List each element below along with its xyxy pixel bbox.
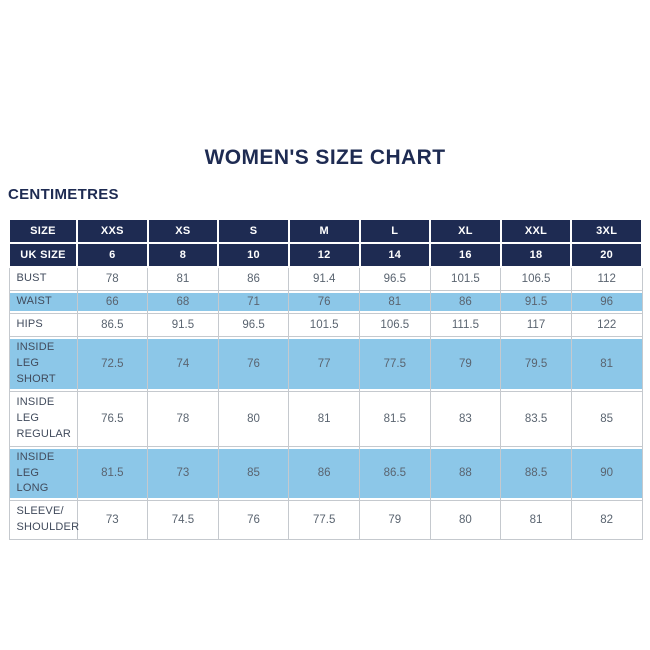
- table-row-inside-leg-short: INSIDE LEG SHORT 72.5 74 76 77 77.5 79 7…: [8, 335, 643, 392]
- header-cell: M: [287, 218, 361, 244]
- page-title: WOMEN'S SIZE CHART: [204, 146, 446, 169]
- row-label: SLEEVE/ SHOULDER: [8, 500, 79, 541]
- size-header-row: SIZE XXS XS S M L XL XXL 3XL: [8, 218, 643, 244]
- header-cell: S: [217, 218, 290, 244]
- units-subtitle: CENTIMETRES: [8, 186, 119, 203]
- uk-size-cell: 10: [217, 242, 290, 268]
- value-cell: 85: [217, 445, 290, 502]
- value-cell: 77.5: [359, 335, 431, 392]
- table-row-sleeve-shoulder: SLEEVE/ SHOULDER 73 74.5 76 77.5 79 80 8…: [8, 500, 643, 541]
- value-cell: 106.5: [359, 312, 431, 337]
- value-cell: 86.5: [359, 445, 431, 502]
- uk-size-cell: UK SIZE: [8, 242, 78, 268]
- value-cell: 76: [288, 289, 360, 314]
- value-cell: 96.5: [359, 266, 431, 291]
- value-cell: 74: [147, 335, 219, 392]
- value-cell: 86: [288, 445, 360, 502]
- value-cell: 79: [359, 500, 431, 541]
- value-cell: 111.5: [429, 312, 502, 337]
- value-cell: 77.5: [288, 500, 360, 541]
- value-cell: 78: [147, 390, 219, 447]
- value-cell: 88: [429, 445, 502, 502]
- womens-size-chart-table: SIZE XXS XS S M L XL XXL 3XL UK SIZE 6 8…: [8, 218, 643, 541]
- value-cell: 81: [147, 266, 219, 291]
- header-cell: L: [358, 218, 432, 244]
- row-label: INSIDE LEG LONG: [8, 445, 78, 502]
- value-cell: 101.5: [288, 312, 360, 337]
- value-cell: 72.5: [76, 335, 149, 392]
- row-label: WAIST: [8, 289, 78, 314]
- value-cell: 91.4: [288, 266, 360, 291]
- table-row-inside-leg-long: INSIDE LEG LONG 81.5 73 85 86 86.5 88 88…: [8, 445, 643, 502]
- value-cell: 117: [500, 312, 572, 337]
- uk-size-cell: 14: [358, 242, 432, 268]
- header-cell: XL: [429, 218, 502, 244]
- value-cell: 81: [288, 390, 360, 447]
- uk-size-cell: 6: [76, 242, 149, 268]
- header-cell: SIZE: [8, 218, 78, 244]
- uk-size-cell: 20: [570, 242, 643, 268]
- value-cell: 90: [570, 445, 643, 502]
- value-cell: 81: [359, 289, 431, 314]
- uk-size-header-row: UK SIZE 6 8 10 12 14 16 18 20: [8, 242, 643, 268]
- value-cell: 68: [147, 289, 219, 314]
- value-cell: 106.5: [500, 266, 572, 291]
- row-label: BUST: [8, 266, 78, 291]
- row-label: INSIDE LEG REGULAR: [8, 390, 78, 447]
- value-cell: 91.5: [500, 289, 572, 314]
- value-cell: 122: [570, 312, 643, 337]
- table-row-inside-leg-regular: INSIDE LEG REGULAR 76.5 78 80 81 81.5 83…: [8, 390, 643, 447]
- value-cell: 82: [570, 500, 643, 541]
- value-cell: 86: [217, 266, 290, 291]
- table-row-hips: HIPS 86.5 91.5 96.5 101.5 106.5 111.5 11…: [8, 312, 643, 337]
- row-label: INSIDE LEG SHORT: [8, 335, 78, 392]
- value-cell: 73: [76, 500, 149, 541]
- value-cell: 83: [429, 390, 502, 447]
- header-cell: XXS: [76, 218, 149, 244]
- uk-size-cell: 12: [287, 242, 361, 268]
- value-cell: 101.5: [429, 266, 502, 291]
- value-cell: 73: [147, 445, 219, 502]
- value-cell: 81.5: [76, 445, 149, 502]
- value-cell: 71: [217, 289, 290, 314]
- table-row-bust: BUST 78 81 86 91.4 96.5 101.5 106.5 112: [8, 266, 643, 291]
- value-cell: 81.5: [359, 390, 431, 447]
- header-cell: 3XL: [570, 218, 643, 244]
- value-cell: 83.5: [500, 390, 572, 447]
- value-cell: 81: [570, 335, 643, 392]
- uk-size-cell: 8: [146, 242, 220, 268]
- uk-size-cell: 16: [429, 242, 502, 268]
- value-cell: 76: [217, 500, 290, 541]
- value-cell: 85: [570, 390, 643, 447]
- value-cell: 80: [217, 390, 290, 447]
- value-cell: 76.5: [76, 390, 149, 447]
- value-cell: 91.5: [147, 312, 219, 337]
- value-cell: 78: [76, 266, 149, 291]
- value-cell: 66: [76, 289, 149, 314]
- value-cell: 88.5: [500, 445, 572, 502]
- header-cell: XXL: [499, 218, 573, 244]
- value-cell: 74.5: [147, 500, 219, 541]
- value-cell: 96: [570, 289, 643, 314]
- value-cell: 112: [570, 266, 643, 291]
- value-cell: 76: [217, 335, 290, 392]
- value-cell: 96.5: [217, 312, 290, 337]
- row-label: HIPS: [8, 312, 78, 337]
- value-cell: 86: [429, 289, 502, 314]
- uk-size-cell: 18: [499, 242, 573, 268]
- value-cell: 81: [500, 500, 572, 541]
- value-cell: 86.5: [76, 312, 149, 337]
- value-cell: 80: [429, 500, 502, 541]
- header-cell: XS: [146, 218, 220, 244]
- value-cell: 79: [429, 335, 502, 392]
- value-cell: 77: [288, 335, 360, 392]
- table-row-waist: WAIST 66 68 71 76 81 86 91.5 96: [8, 289, 643, 314]
- value-cell: 79.5: [500, 335, 572, 392]
